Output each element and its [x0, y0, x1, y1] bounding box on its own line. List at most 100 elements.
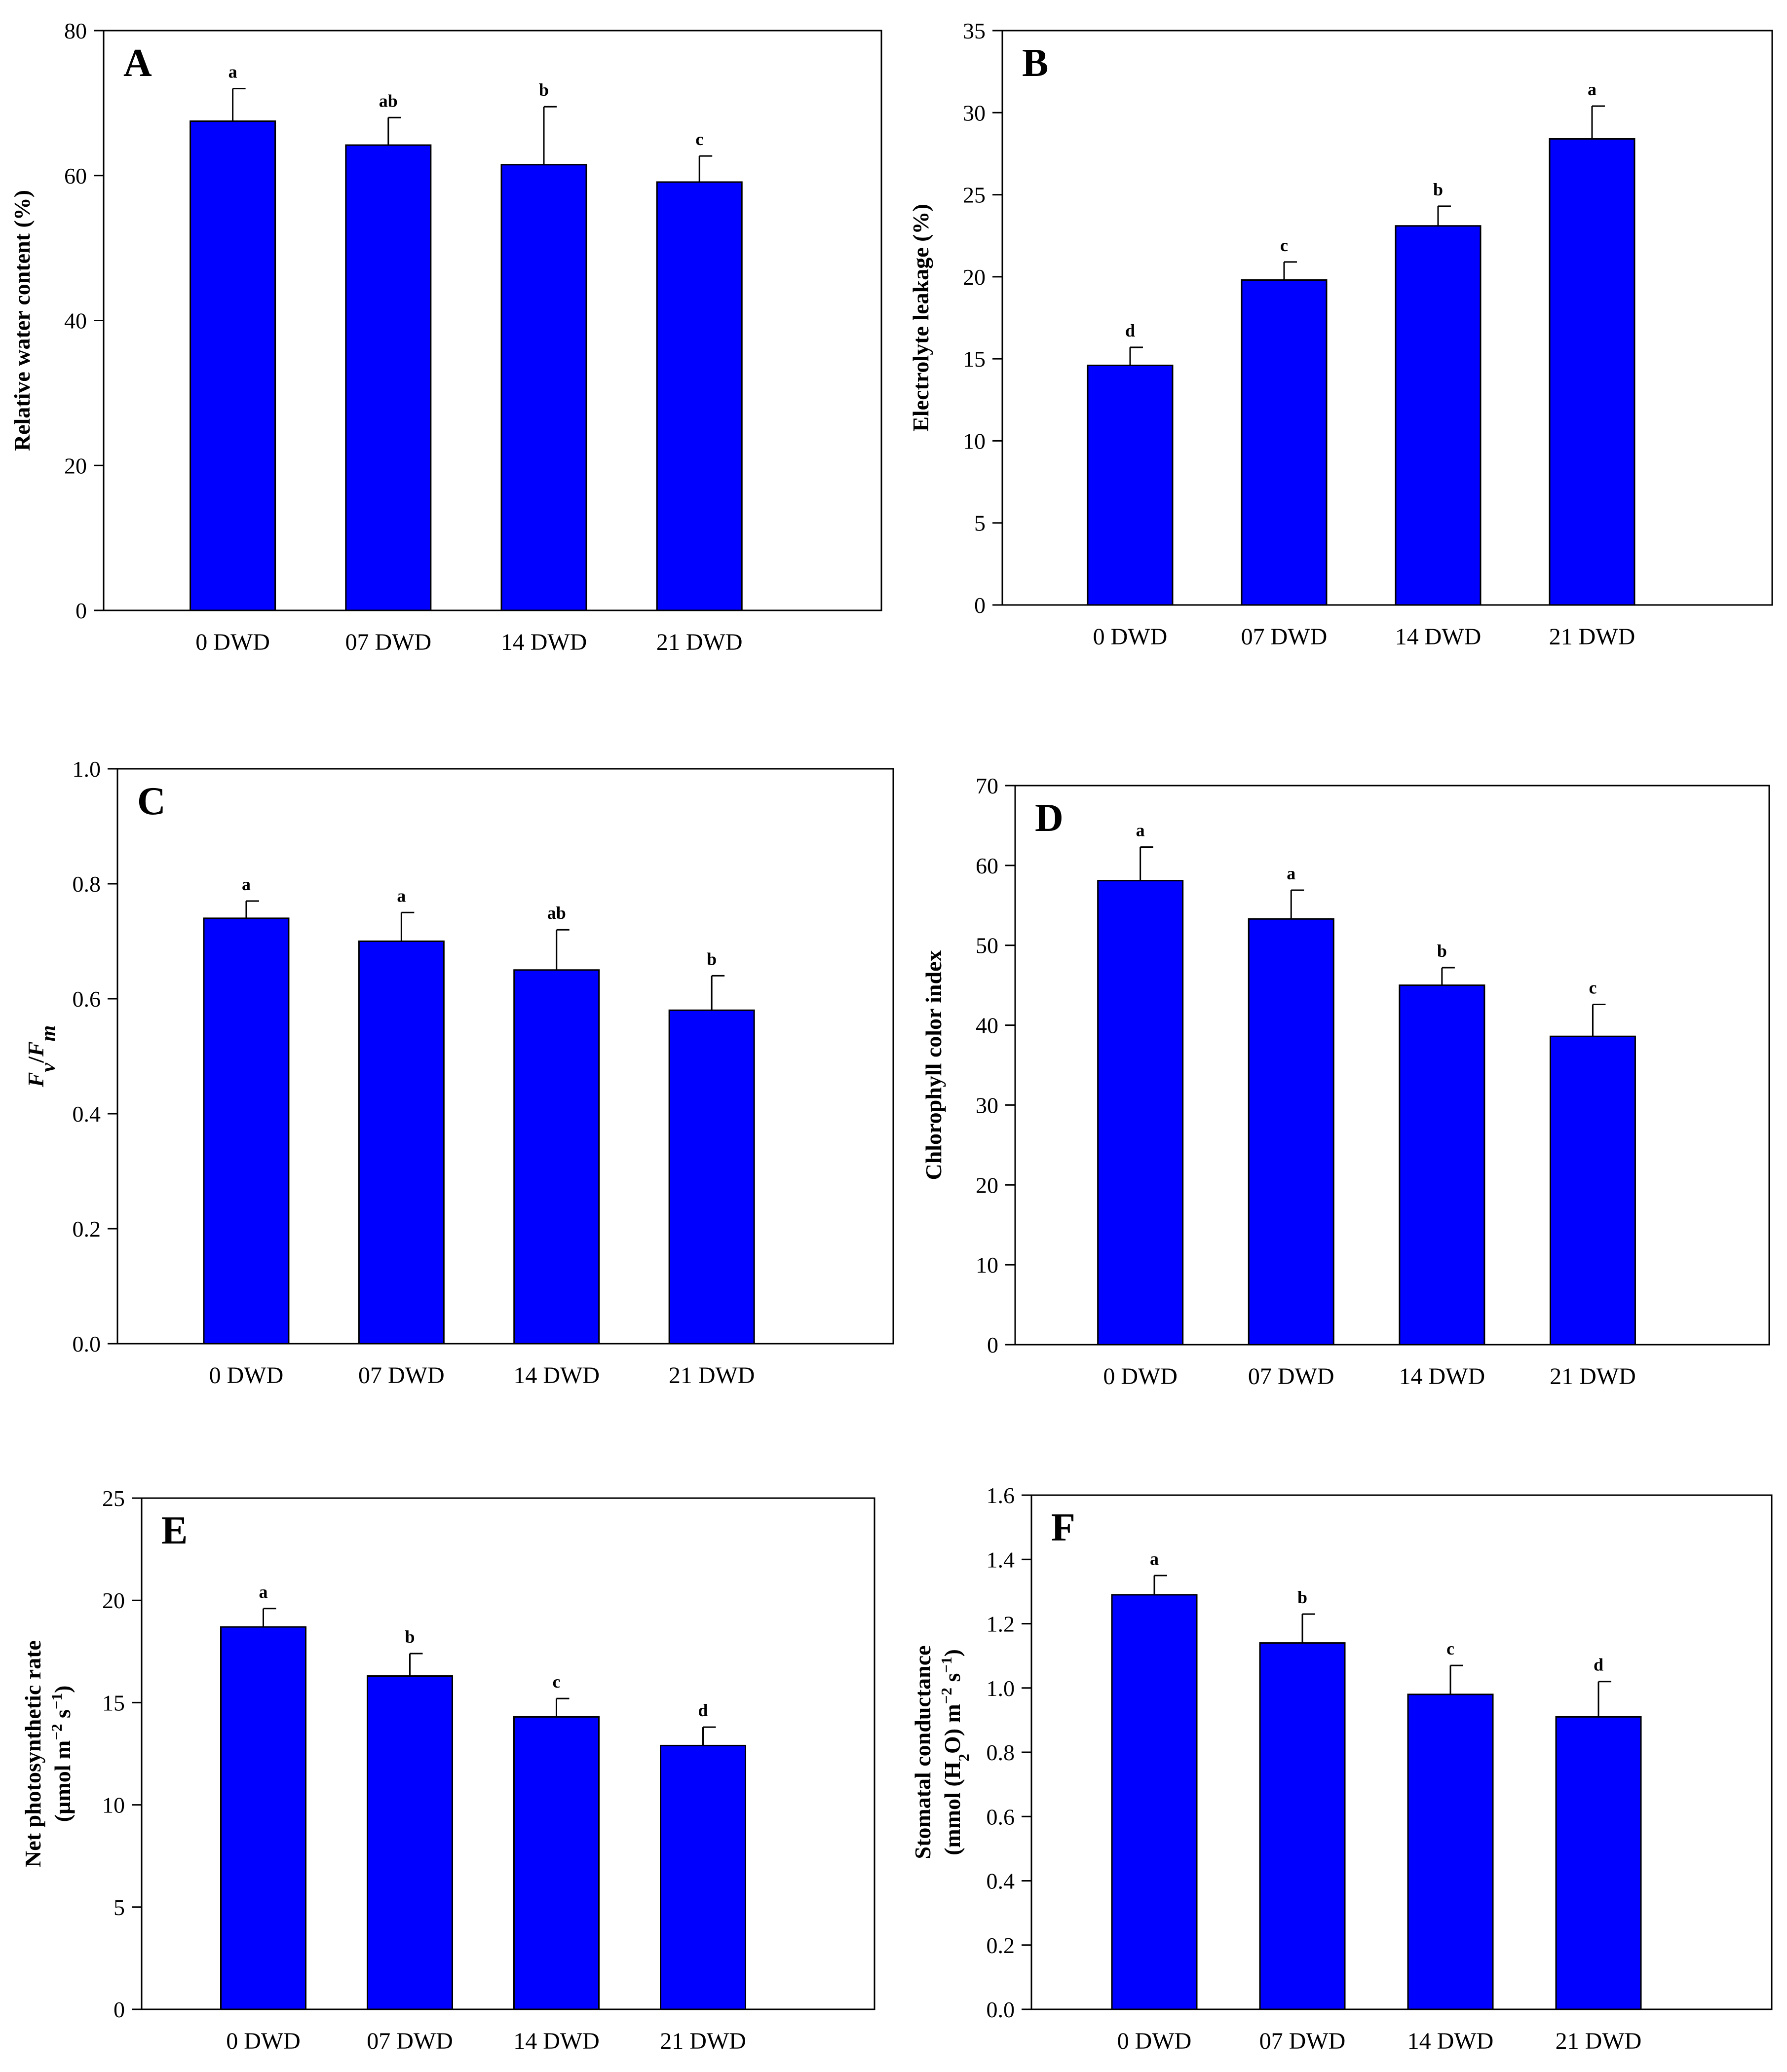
y-tick-label: 25 — [102, 1486, 125, 1511]
panel-d: 0 10 20 30 40 50 60 70 a 0 DWD a 07 DWD b 14 DWD c 21 D… — [921, 773, 1770, 1390]
y-tick-label: 0.4 — [987, 1869, 1015, 1894]
category-label: 0 DWD — [1093, 624, 1168, 650]
plot-frame — [116, 768, 894, 1345]
plot-frame — [1014, 785, 1770, 1346]
y-tick-label: 1.0 — [73, 756, 101, 782]
y-axis-label-line2-part: −2 — [48, 1724, 65, 1740]
bar-f-2 — [1407, 1694, 1494, 2010]
y-tick-label: 20 — [963, 264, 986, 290]
bar-a-2 — [500, 164, 587, 611]
panel-letter: F — [1051, 1506, 1075, 1549]
y-tick-label: 20 — [976, 1172, 998, 1198]
y-axis-label-line2-part: ) — [50, 1686, 75, 1693]
bar-b-0 — [1087, 364, 1174, 606]
y-axis-label-line2-part: ) — [940, 1649, 965, 1657]
panel-letter: D — [1035, 796, 1064, 840]
category-label: 07 DWD — [1259, 2028, 1346, 2054]
category-label: 21 DWD — [1550, 1363, 1636, 1390]
bar-a-1 — [345, 144, 432, 611]
y-axis-label-line2-part: (µmol m — [50, 1740, 75, 1822]
significance-letter: a — [1588, 79, 1597, 99]
y-axis-label-text-part: F — [23, 1072, 48, 1088]
significance-letter: a — [1287, 864, 1295, 883]
y-axis-label-text: Chlorophyll color index — [921, 950, 946, 1180]
y-tick-label: 0.6 — [987, 1804, 1015, 1829]
significance-letter: ab — [547, 903, 566, 923]
category-label: 0 DWD — [1117, 2028, 1192, 2054]
category-label: 14 DWD — [501, 629, 587, 655]
y-tick-label: 0 — [974, 593, 986, 618]
bar-a-3 — [656, 181, 743, 611]
significance-letter: b — [1297, 1587, 1307, 1607]
y-tick-label: 0.8 — [987, 1740, 1015, 1765]
category-label: 07 DWD — [358, 1362, 445, 1389]
bar-c-1 — [358, 941, 445, 1345]
bar-e-0 — [220, 1626, 307, 2010]
y-tick-label: 5 — [114, 1895, 125, 1920]
category-label: 14 DWD — [513, 1362, 600, 1389]
y-tick-label: 0.2 — [73, 1216, 101, 1242]
y-tick-label: 50 — [976, 933, 998, 958]
y-tick-label: 0.0 — [73, 1331, 101, 1356]
y-tick-label: 10 — [976, 1252, 998, 1278]
significance-letter: c — [1446, 1639, 1454, 1658]
bar-b-2 — [1395, 225, 1482, 606]
bar-c-0 — [203, 917, 290, 1345]
bar-d-0 — [1097, 880, 1184, 1346]
bar-f-3 — [1555, 1716, 1642, 2010]
y-tick-label: 20 — [102, 1588, 125, 1613]
y-axis-label-text-part: m — [37, 1025, 60, 1042]
significance-letter: c — [1280, 235, 1288, 255]
y-axis-label-text-part: F — [23, 1041, 48, 1057]
significance-letter: b — [707, 949, 717, 969]
significance-letter: ab — [379, 91, 398, 111]
bar-f-1 — [1259, 1642, 1346, 2010]
y-axis-label-text-part: Chlorophyll color index — [921, 950, 946, 1180]
y-axis-label: Fv/Fm — [23, 1025, 60, 1088]
y-tick-label: 80 — [64, 18, 87, 43]
y-axis-label-line1: Net photosynthetic rate — [20, 1640, 45, 1867]
y-tick-label: 70 — [976, 773, 998, 798]
bar-d-2 — [1399, 984, 1485, 1346]
y-axis-label-line2-part: O) m — [940, 1704, 965, 1754]
category-label: 07 DWD — [1241, 624, 1328, 650]
significance-letter: b — [405, 1627, 415, 1647]
category-label: 21 DWD — [669, 1362, 755, 1389]
y-axis-label-text-part: Electrolyte leakage (%) — [908, 204, 933, 432]
bar-d-1 — [1248, 918, 1334, 1346]
y-axis-label-line1-part: Net photosynthetic rate — [20, 1640, 45, 1867]
y-axis-label-line2-part: −1 — [938, 1657, 955, 1673]
y-tick-label: 25 — [963, 183, 986, 208]
y-axis-label-line2: (mmol (H2O) m−2 s−1) — [938, 1649, 972, 1855]
panel-f: 0.0 0.2 0.4 0.6 0.8 1.0 1.2 1.4 1.6 a 0 DWD b 07 DWD… — [910, 1483, 1773, 2054]
y-axis-label-line2-part: −2 — [938, 1688, 955, 1704]
y-axis-label-text-part: Relative water content (%) — [9, 190, 35, 451]
y-tick-label: 40 — [976, 1013, 998, 1038]
panel-b: 0 5 10 15 20 25 30 35 d 0 DWD c 07 DWD b 14 DWD a 21 DW… — [908, 18, 1773, 650]
y-tick-label: 10 — [102, 1793, 125, 1818]
bar-a-0 — [190, 120, 276, 611]
y-axis-label: Relative water content (%) — [9, 190, 35, 451]
bar-e-2 — [513, 1716, 600, 2010]
category-label: 0 DWD — [195, 629, 270, 655]
y-axis-label-line2-part: s — [940, 1673, 965, 1688]
significance-letter: a — [228, 62, 237, 82]
category-label: 0 DWD — [209, 1362, 284, 1389]
panel-letter: E — [161, 1509, 188, 1552]
y-axis-label-line1: Stomatal conductance — [910, 1645, 935, 1859]
y-tick-label: 0.0 — [987, 1997, 1015, 2022]
y-tick-label: 5 — [974, 511, 986, 536]
y-tick-label: 0 — [76, 598, 87, 623]
category-label: 14 DWD — [1407, 2028, 1494, 2054]
category-label: 21 DWD — [656, 629, 743, 655]
y-tick-label: 30 — [976, 1093, 998, 1118]
y-tick-label: 60 — [976, 853, 998, 878]
y-axis-label-text-part: / — [23, 1056, 48, 1063]
panel-a: 0 20 40 60 80 a 0 DWD ab 07 DWD b 14 DWD c 21 DWD A Re… — [9, 18, 882, 655]
category-label: 14 DWD — [1399, 1363, 1485, 1390]
y-axis-label: Electrolyte leakage (%) — [908, 204, 933, 432]
bar-c-3 — [668, 1009, 755, 1345]
y-tick-label: 0 — [114, 1997, 125, 2022]
y-tick-label: 10 — [963, 428, 986, 453]
